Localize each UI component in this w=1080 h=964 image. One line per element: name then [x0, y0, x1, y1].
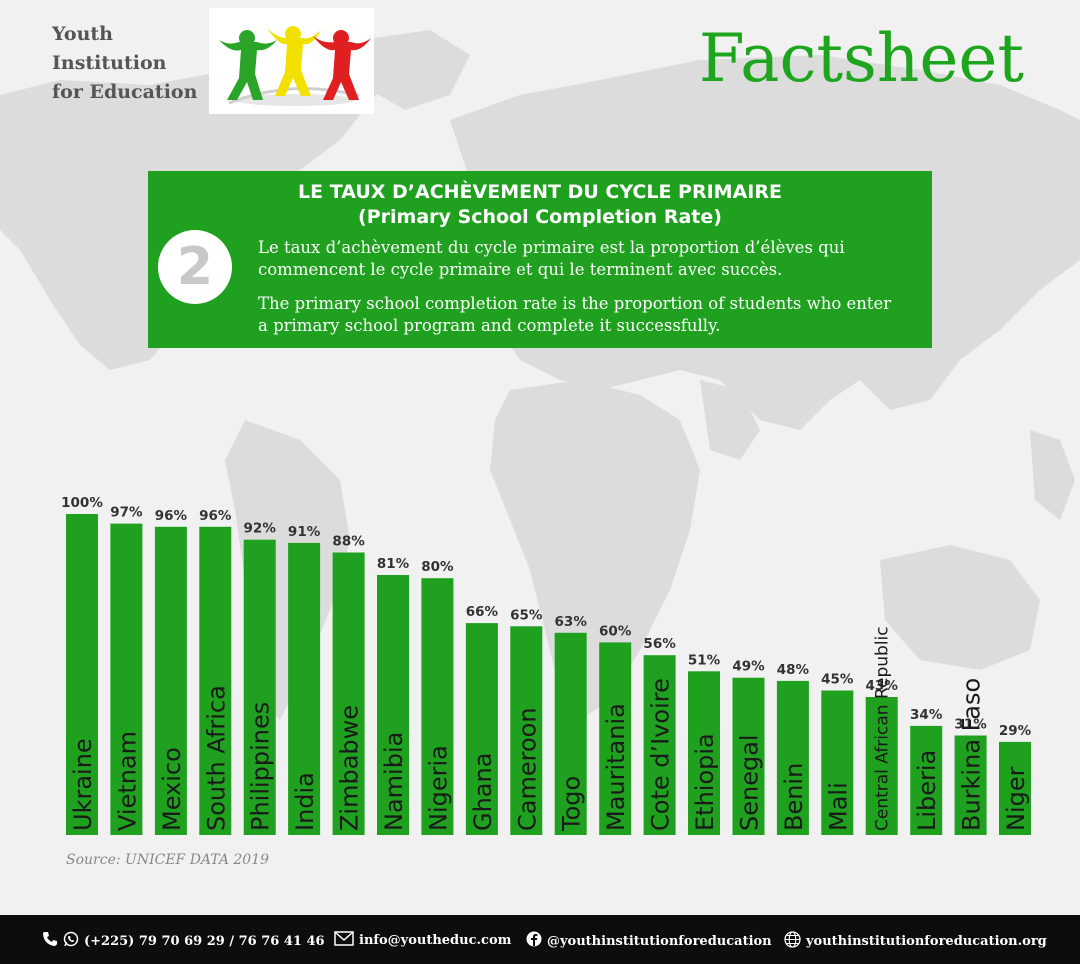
data-label: 97%	[110, 505, 143, 521]
category-label: Liberia	[913, 750, 941, 831]
data-label: 43%	[866, 678, 899, 694]
data-label: 49%	[732, 659, 765, 675]
data-label: 91%	[288, 524, 321, 540]
footer-facebook-text: @youthinstitutionforeducation	[547, 933, 772, 949]
bar-cote-d-ivoire	[643, 655, 676, 835]
category-label: Cameroon	[513, 707, 541, 831]
data-label: 88%	[332, 534, 365, 550]
category-label: Burkina Faso	[958, 678, 986, 831]
completion-rate-bar-chart: 100% Ukraine 97% Vietnam 96% Mexico 96% South A…	[61, 495, 1032, 835]
category-label: Nigeria	[424, 745, 452, 831]
bar-india	[288, 542, 321, 835]
bar-senegal	[732, 677, 765, 835]
data-label: 31%	[954, 717, 987, 733]
page-title: Factsheet	[698, 20, 1024, 97]
category-label: Namibia	[380, 732, 408, 831]
data-label: 63%	[555, 614, 588, 630]
bar-central-african-republic	[865, 697, 898, 835]
definition-box: LE TAUX D’ACHÈVEMENT DU CYCLE PRIMAIRE (…	[148, 171, 932, 348]
category-label: Mauritania	[602, 703, 630, 831]
data-label: 48%	[777, 662, 810, 678]
data-label: 92%	[244, 521, 277, 537]
footer-website[interactable]: youthinstitutionforeducation.org	[784, 931, 1047, 952]
source-note: Source: UNICEF DATA 2019	[66, 852, 270, 868]
data-label: 81%	[377, 556, 410, 572]
data-label: 96%	[199, 508, 232, 524]
bar-togo	[554, 632, 587, 835]
bar-mauritania	[599, 642, 632, 835]
data-label: 60%	[599, 623, 632, 639]
bar-mali	[821, 690, 854, 835]
data-label: 29%	[999, 723, 1032, 739]
bar-liberia	[910, 725, 943, 835]
org-name-line3: for Education	[52, 81, 198, 103]
footer-phone[interactable]: (+225) 79 70 69 29 / 76 76 41 46	[42, 931, 325, 951]
bar-niger	[999, 741, 1031, 835]
category-label: Senegal	[736, 734, 764, 831]
bar-nigeria	[421, 578, 454, 835]
footer-bar: (+225) 79 70 69 29 / 76 76 41 46 info@yo…	[0, 915, 1080, 964]
definition-title-fr: LE TAUX D’ACHÈVEMENT DU CYCLE PRIMAIRE	[298, 181, 782, 203]
category-label: South Africa	[202, 685, 230, 831]
category-label: Niger	[1002, 766, 1030, 831]
category-label: Ukraine	[69, 738, 97, 831]
footer-phone-text: (+225) 79 70 69 29 / 76 76 41 46	[84, 933, 325, 949]
definition-title-en: (Primary School Completion Rate)	[358, 206, 722, 228]
definition-text-fr: Le taux d’achèvement du cycle primaire e…	[258, 238, 845, 279]
data-label: 56%	[643, 636, 676, 652]
data-label: 65%	[510, 607, 543, 623]
bar-ghana	[465, 623, 498, 835]
data-label: 66%	[466, 604, 499, 620]
phone-icon	[42, 931, 58, 951]
data-label: 51%	[688, 652, 721, 668]
footer-facebook[interactable]: @youthinstitutionforeducation	[526, 931, 772, 951]
category-label: Philippines	[247, 702, 275, 831]
footer-email[interactable]: info@youtheduc.com	[334, 931, 511, 950]
footer-email-text: info@youtheduc.com	[359, 933, 512, 948]
organization-logo	[209, 8, 374, 114]
data-label: 34%	[910, 707, 943, 723]
bar-ethiopia	[688, 671, 720, 835]
category-label: Ethiopia	[691, 733, 719, 831]
org-name-line1: Youth	[52, 23, 113, 45]
category-label: Cote d’Ivoire	[647, 678, 675, 831]
category-label: Central African Republic	[873, 626, 893, 831]
data-label: 45%	[821, 672, 854, 688]
bar-benin	[776, 680, 809, 835]
email-icon	[334, 931, 354, 950]
bar-vietnam	[110, 523, 143, 835]
bar-zimbabwe	[332, 552, 365, 835]
section-number-badge: 2	[158, 230, 232, 304]
category-label: Togo	[558, 776, 586, 832]
org-name-line2: Institution	[52, 52, 167, 74]
category-label: Mexico	[158, 747, 186, 831]
organization-name: Youth Institution for Education	[52, 20, 197, 107]
bar-south-africa	[199, 526, 232, 835]
globe-icon	[784, 931, 801, 952]
bar-burkina-faso	[954, 735, 987, 835]
bar-cameroon	[510, 626, 543, 835]
category-label: Benin	[780, 763, 808, 831]
definition-text-en: The primary school completion rate is th…	[258, 294, 892, 335]
data-label: 96%	[155, 508, 188, 524]
category-label: Ghana	[469, 753, 497, 831]
category-label: Vietnam	[113, 731, 141, 831]
bar-mexico	[154, 526, 187, 835]
bar-philippines	[243, 539, 276, 835]
whatsapp-icon	[63, 931, 79, 951]
category-label: India	[291, 772, 319, 831]
bar-namibia	[377, 575, 409, 835]
footer-website-text: youthinstitutionforeducation.org	[806, 934, 1047, 949]
category-label: Mali	[824, 782, 852, 831]
facebook-icon	[526, 931, 542, 951]
bar-ukraine	[66, 514, 98, 835]
data-label: 80%	[421, 559, 454, 575]
category-label: Zimbabwe	[336, 705, 364, 831]
data-label: 100%	[61, 495, 103, 511]
